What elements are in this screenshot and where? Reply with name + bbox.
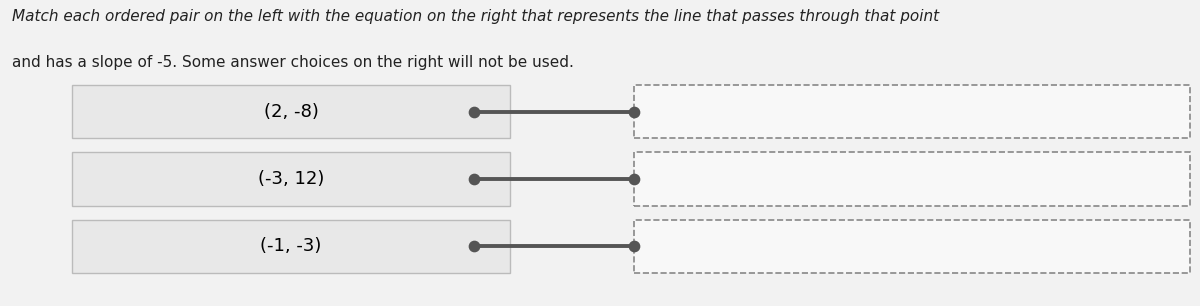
Text: (2, -8): (2, -8) bbox=[264, 103, 318, 121]
Point bbox=[624, 109, 643, 114]
Text: (-1, -3): (-1, -3) bbox=[260, 237, 322, 255]
Point bbox=[624, 244, 643, 249]
Text: (-3, 12): (-3, 12) bbox=[258, 170, 324, 188]
Point bbox=[464, 109, 484, 114]
Point bbox=[624, 177, 643, 181]
Point bbox=[464, 177, 484, 181]
Text: Match each ordered pair on the left with the equation on the right that represen: Match each ordered pair on the left with… bbox=[12, 9, 940, 24]
FancyBboxPatch shape bbox=[72, 152, 510, 206]
Point bbox=[464, 244, 484, 249]
FancyBboxPatch shape bbox=[72, 220, 510, 273]
FancyBboxPatch shape bbox=[634, 85, 1190, 138]
Text: and has a slope of -5. Some answer choices on the right will not be used.: and has a slope of -5. Some answer choic… bbox=[12, 55, 574, 70]
FancyBboxPatch shape bbox=[72, 85, 510, 138]
FancyBboxPatch shape bbox=[634, 220, 1190, 273]
FancyBboxPatch shape bbox=[634, 152, 1190, 206]
